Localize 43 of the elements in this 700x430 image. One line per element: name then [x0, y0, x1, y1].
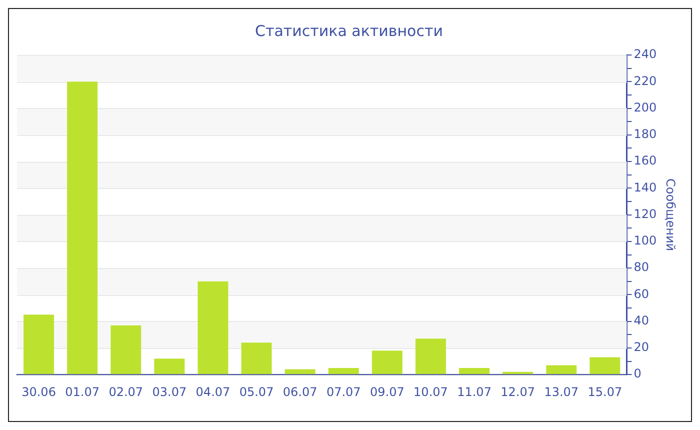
y-tick-label: 160 — [634, 154, 657, 168]
bar — [590, 357, 620, 374]
bar — [24, 314, 54, 374]
x-tick-label: 13.07 — [544, 384, 579, 399]
bar — [502, 372, 534, 374]
y-tick-label: 200 — [634, 100, 657, 114]
bar — [372, 350, 402, 374]
x-tick-label: 09.07 — [370, 384, 404, 399]
x-tick-label: 11.07 — [457, 384, 492, 399]
bar — [328, 368, 359, 374]
bar — [415, 338, 446, 374]
y-tick-label: 240 — [634, 47, 657, 62]
y-tick-label: 0 — [634, 366, 642, 381]
y-tick-label: 120 — [634, 206, 657, 221]
x-tick-label: 06.07 — [282, 384, 318, 399]
x-tick-label: 02.07 — [108, 384, 144, 399]
y-tick-label: 100 — [634, 234, 657, 248]
chart-title: Статистика активности — [255, 22, 443, 40]
bar — [198, 281, 228, 374]
bar — [67, 82, 98, 374]
y-tick-label: 20 — [634, 340, 649, 354]
x-tick-label: 04.07 — [196, 384, 230, 399]
y-tick-label: 40 — [634, 313, 649, 328]
y-tick-label: 140 — [634, 180, 657, 194]
y-axis-title: Сообщений — [664, 178, 678, 252]
bar — [241, 342, 272, 374]
x-tick-label: 07.07 — [326, 384, 361, 399]
y-tick-label: 80 — [634, 260, 649, 274]
x-tick-label: 05.07 — [239, 384, 274, 399]
bar — [546, 365, 577, 374]
x-tick-label: 30.06 — [22, 384, 56, 399]
x-tick-label: 10.07 — [414, 384, 448, 399]
bar — [284, 369, 316, 374]
x-tick-label: 15.07 — [588, 384, 622, 399]
y-tick-label: 60 — [634, 286, 649, 301]
x-tick-label: 01.07 — [65, 384, 100, 399]
bar — [154, 358, 185, 374]
x-tick-label: 12.07 — [500, 384, 535, 399]
bar — [110, 325, 142, 374]
y-tick-label: 180 — [634, 127, 657, 142]
bar — [459, 368, 490, 374]
x-tick-label: 03.07 — [152, 384, 187, 399]
y-tick-label: 220 — [634, 74, 657, 88]
